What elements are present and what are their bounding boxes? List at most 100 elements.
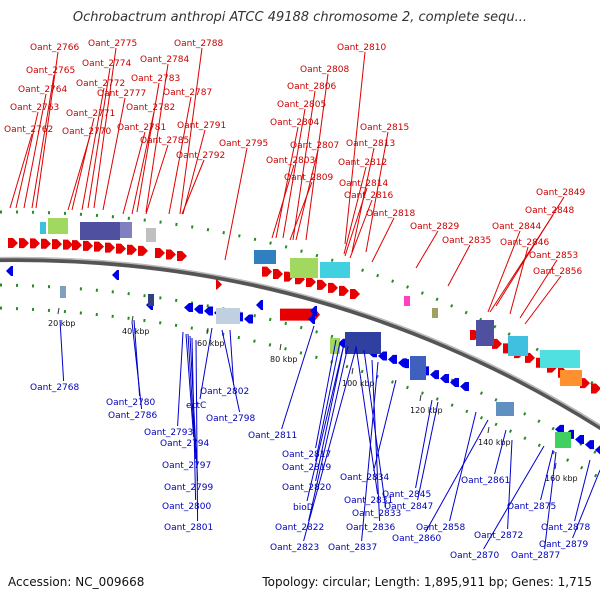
gene-label-top[interactable]: Oant_2775 <box>88 39 137 49</box>
reverse-gene-arrow[interactable] <box>194 304 203 314</box>
forward-gene-arrow[interactable] <box>52 239 62 250</box>
gene-label-bottom[interactable]: Oant_2879 <box>539 540 589 550</box>
forward-gene-arrow[interactable] <box>72 240 82 251</box>
forward-gene-arrow[interactable] <box>177 251 187 262</box>
gene-label-bottom[interactable]: Oant_2858 <box>416 523 466 533</box>
reverse-gene-arrow[interactable] <box>430 370 439 380</box>
reverse-gene-arrow[interactable] <box>450 378 459 387</box>
reverse-gene-arrow[interactable] <box>338 338 347 348</box>
forward-gene-arrow[interactable] <box>591 383 600 394</box>
gene-label-bottom[interactable]: Oant_2801 <box>164 523 213 533</box>
gene-label-bottom[interactable]: Oant_2872 <box>474 531 523 541</box>
gene-label-top[interactable]: Oant_2844 <box>492 222 542 232</box>
gene-label-top[interactable]: Oant_2770 <box>62 127 112 137</box>
gene-label-bottom[interactable]: Oant_2823 <box>270 543 319 553</box>
gene-label-bottom[interactable]: Oant_2878 <box>541 523 591 533</box>
forward-gene-arrow[interactable] <box>41 238 51 249</box>
gene-label-bottom[interactable]: Oant_2875 <box>507 502 556 512</box>
gene-label-bottom[interactable]: Oant_2845 <box>382 490 431 500</box>
gene-label-top[interactable]: Oant_2787 <box>163 88 212 98</box>
feature-block[interactable] <box>146 228 156 242</box>
forward-gene-arrow[interactable] <box>83 240 93 251</box>
gene-label-bottom[interactable]: Oant_2861 <box>461 476 510 486</box>
gene-label-top[interactable]: Oant_2848 <box>525 206 575 216</box>
gene-label-bottom[interactable]: Oant_2847 <box>384 502 433 512</box>
gene-label-top[interactable]: Oant_2816 <box>344 191 394 201</box>
forward-gene-arrow[interactable] <box>116 243 126 254</box>
gene-label-bottom[interactable]: Oant_2798 <box>206 414 256 424</box>
reverse-gene-arrow[interactable] <box>388 354 397 364</box>
feature-block[interactable] <box>48 218 68 234</box>
gene-label-top[interactable]: Oant_2804 <box>270 118 320 128</box>
feature-block[interactable] <box>120 222 132 238</box>
gene-label-top[interactable]: Oant_2764 <box>18 85 68 95</box>
gene-label-top[interactable]: Oant_2807 <box>290 141 339 151</box>
reverse-gene-arrow[interactable] <box>555 424 564 434</box>
feature-block[interactable] <box>476 320 494 346</box>
gene-label-bottom[interactable]: Oant_2837 <box>328 543 377 553</box>
gene-label-bottom[interactable]: Oant_2817 <box>282 450 331 460</box>
gene-label-top[interactable]: Oant_2814 <box>339 179 389 189</box>
forward-gene-arrow[interactable] <box>127 244 137 255</box>
gene-label-bottom[interactable]: Oant_2836 <box>346 523 396 533</box>
forward-gene-arrow[interactable] <box>580 378 590 389</box>
reverse-gene-arrow[interactable] <box>204 306 213 316</box>
forward-gene-arrow[interactable] <box>155 248 165 259</box>
feature-block[interactable] <box>254 250 276 264</box>
forward-gene-arrow[interactable] <box>105 242 115 253</box>
feature-block[interactable] <box>508 336 528 356</box>
gene-label-bottom[interactable]: Oant_2800 <box>162 502 212 512</box>
feature-block[interactable] <box>320 262 350 278</box>
gene-label-top[interactable]: Oant_2766 <box>30 43 80 53</box>
gene-label-top[interactable]: Oant_2809 <box>284 173 334 183</box>
reverse-gene-arrow[interactable] <box>308 314 315 324</box>
forward-gene-arrow[interactable] <box>262 266 272 277</box>
reverse-gene-arrow[interactable] <box>6 266 13 276</box>
gene-label-top[interactable]: Oant_2772 <box>76 79 125 89</box>
gene-label-top[interactable]: Oant_2835 <box>442 236 491 246</box>
feature-block[interactable] <box>540 350 580 368</box>
feature-block[interactable] <box>60 286 66 298</box>
feature-block[interactable] <box>496 402 514 416</box>
gene-label-bottom[interactable]: Oant_2833 <box>352 509 401 519</box>
forward-gene-arrow[interactable] <box>8 238 18 249</box>
reverse-gene-arrow[interactable] <box>440 374 449 384</box>
gene-label-bottom[interactable]: Oant_2768 <box>30 383 80 393</box>
gene-label-bottom[interactable]: Oant_2802 <box>200 387 249 397</box>
reverse-gene-arrow[interactable] <box>400 359 409 369</box>
gene-label-top[interactable]: Oant_2765 <box>26 66 75 76</box>
feature-block[interactable] <box>40 222 46 234</box>
forward-gene-arrow[interactable] <box>317 279 327 290</box>
gene-label-top[interactable]: Oant_2849 <box>536 188 586 198</box>
gene-label-bottom[interactable]: ectC <box>186 401 206 411</box>
reverse-gene-arrow[interactable] <box>595 445 600 455</box>
gene-label-bottom[interactable]: bioD <box>293 503 314 513</box>
gene-label-top[interactable]: Oant_2818 <box>366 209 416 219</box>
gene-label-top[interactable]: Oant_2771 <box>66 109 115 119</box>
gene-label-top[interactable]: Oant_2774 <box>82 59 132 69</box>
forward-gene-arrow[interactable] <box>166 249 176 260</box>
reverse-gene-arrow[interactable] <box>460 382 469 392</box>
forward-gene-arrow[interactable] <box>350 289 360 300</box>
gene-label-bottom[interactable]: Oant_2831 <box>344 496 393 506</box>
gene-label-bottom[interactable]: Oant_2780 <box>106 398 156 408</box>
gene-label-bottom[interactable]: Oant_2799 <box>164 483 214 493</box>
reverse-gene-arrow[interactable] <box>184 303 193 313</box>
gene-label-top[interactable]: Oant_2781 <box>117 123 166 133</box>
gene-label-top[interactable]: Oant_2856 <box>533 267 583 277</box>
reverse-gene-arrow[interactable] <box>378 351 387 361</box>
gene-label-bottom[interactable]: Oant_2811 <box>248 431 297 441</box>
gene-label-top[interactable]: Oant_2785 <box>140 136 189 146</box>
forward-gene-arrow[interactable] <box>328 282 338 293</box>
gene-label-bottom[interactable]: Oant_2797 <box>162 461 211 471</box>
forward-gene-arrow[interactable] <box>94 241 104 252</box>
reverse-gene-arrow[interactable] <box>585 440 594 450</box>
gene-label-bottom[interactable]: Oant_2860 <box>392 534 442 544</box>
gene-label-top[interactable]: Oant_2782 <box>126 103 175 113</box>
reverse-gene-arrow[interactable] <box>244 314 253 324</box>
reverse-gene-arrow[interactable] <box>310 306 317 316</box>
feature-block[interactable] <box>345 332 381 354</box>
reverse-gene-arrow[interactable] <box>575 434 584 444</box>
gene-label-bottom[interactable]: Oant_2877 <box>511 551 560 561</box>
gene-label-top[interactable]: Oant_2815 <box>360 123 409 133</box>
